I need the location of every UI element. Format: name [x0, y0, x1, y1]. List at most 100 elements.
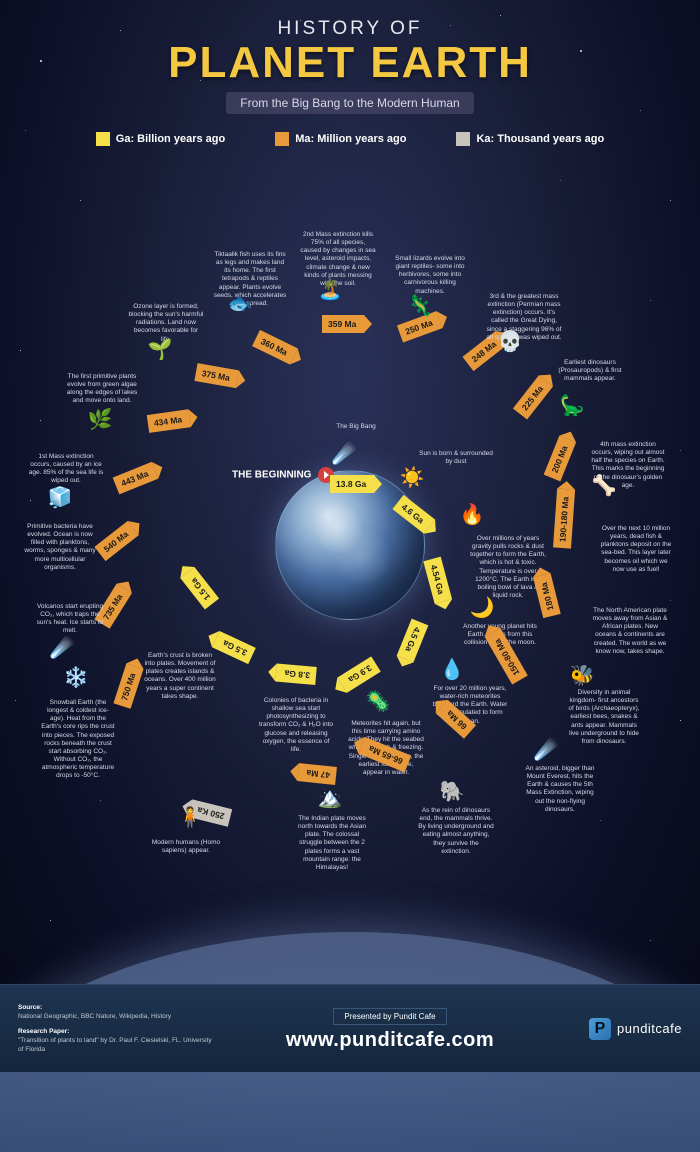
timeline-flag: 3.5 Ga	[212, 631, 255, 664]
timeline-marker: 250 Ma	[397, 326, 403, 343]
legend: Ga: Billion years ago Ma: Million years …	[0, 132, 700, 146]
event-icon: 🐘	[438, 777, 466, 805]
timeline-flag: 540 Ma	[94, 521, 138, 561]
event-icon: 🦎	[406, 291, 434, 319]
timeline-marker: 750 Ma	[113, 703, 130, 709]
timeline-flag: 190-180 Ma	[553, 488, 575, 548]
timeline-flag: 3.8 Ga	[276, 664, 317, 685]
legend-ka-label: Ka: Thousand years ago	[476, 133, 604, 145]
legend-ga-label: Ga: Billion years ago	[116, 133, 225, 145]
event-description: Volcanos start erupting CO₂, which traps…	[32, 603, 108, 636]
event-description: Over the next 10 million years, dead fis…	[598, 525, 674, 574]
event-icon: ☄️	[532, 735, 560, 763]
timeline-marker: 180 Ma	[543, 614, 560, 618]
title-top: HISTORY OF	[0, 18, 700, 40]
legend-ga: Ga: Billion years ago	[96, 132, 225, 146]
event-description: 1st Mass extinction occurs, caused by an…	[28, 453, 104, 486]
timeline-marker: 250 Ka	[228, 809, 232, 826]
event-icon: ☄️	[48, 633, 76, 661]
event-icon: 🦴	[590, 471, 618, 499]
event-description: The North American plate moves away from…	[592, 607, 668, 656]
event-icon: 🌿	[86, 405, 114, 433]
event-icon: 🏔️	[316, 783, 344, 811]
event-icon: 💧	[438, 655, 466, 683]
event-icon: 🧊	[46, 483, 74, 511]
beginning-text: THE BEGINNING	[232, 470, 311, 481]
event-description: Earth's crust is broken into plates. Mov…	[142, 652, 218, 701]
event-description: The Indian plate moves north towards the…	[294, 815, 370, 872]
event-description: As the rein of dinosaurs end, the mammal…	[418, 807, 494, 856]
event-icon: 🔥	[458, 500, 486, 528]
timeline-flag: 360 Ma	[252, 330, 298, 365]
title-main: PLANET EARTH	[0, 38, 700, 88]
timeline-flag: 13.8 Ga	[330, 475, 374, 493]
beginning-label: THE BEGINNING	[232, 467, 334, 483]
event-description: Modern humans (Homo sapiens) appear.	[148, 839, 224, 855]
source-text: National Geographic, BBC Nature, Wikiped…	[18, 1012, 218, 1021]
event-description: Primitive bacteria have evolved. Ocean i…	[22, 523, 98, 572]
event-description: The Big Bang	[318, 423, 394, 431]
timeline-flag: 375 Ma	[194, 363, 239, 388]
spiral-timeline: THE BEGINNING 13.8 GaThe Big Bang☄️4.6 G…	[0, 195, 700, 895]
timeline-marker: 434 Ma	[147, 415, 150, 433]
event-icon: 🦠	[364, 687, 392, 715]
event-icon: 🦕	[558, 391, 586, 419]
event-icon: 💀	[496, 327, 524, 355]
logo: P punditcafe	[589, 1018, 682, 1040]
timeline-marker: 375 Ma	[194, 363, 197, 381]
event-description: Sun is born & surrounded by dust	[418, 450, 494, 466]
legend-ma-label: Ma: Million years ago	[295, 133, 406, 145]
timeline-marker: 3.5 Ga	[248, 648, 256, 664]
event-icon: 🌱	[146, 335, 174, 363]
timeline-flag: 200 Ma	[544, 435, 577, 481]
legend-ka: Ka: Thousand years ago	[456, 132, 604, 146]
presented-by: Presented by Pundit Cafe	[333, 1008, 446, 1025]
event-icon: 🧍	[176, 803, 204, 831]
event-description: The first primitive plants evolve from g…	[64, 373, 140, 406]
timeline-marker: 190-180 Ma	[553, 547, 571, 548]
timeline-flag: 443 Ma	[113, 462, 159, 495]
timeline-flag: 1.5 Ga	[181, 567, 220, 609]
timeline-marker: 4.5 Ga	[412, 619, 429, 626]
timeline-marker: 3.9 Ga	[371, 656, 381, 671]
footer-sources: Source: National Geographic, BBC Nature,…	[18, 1003, 218, 1054]
timeline-flag: 4.54 Ga	[423, 557, 452, 604]
timeline-flag: 4.5 Ga	[397, 619, 428, 662]
timeline-flag: 434 Ma	[147, 409, 191, 433]
timeline-marker: 1.5 Ga	[205, 598, 219, 609]
event-icon: 🏝️	[316, 275, 344, 303]
timeline-marker: 225 Ma	[513, 408, 527, 419]
timeline-flag: 180 Ma	[533, 573, 561, 618]
event-icon: ❄️	[62, 663, 90, 691]
event-icon: 🐟	[226, 289, 254, 317]
event-icon: ☄️	[330, 439, 358, 467]
timeline-flag: 750 Ma	[113, 663, 143, 709]
subtitle: From the Big Bang to the Modern Human	[226, 92, 473, 114]
event-description: Colonies of bacteria in shallow sea star…	[258, 697, 334, 754]
event-description: An asteroid, bigger than Mount Everest, …	[522, 765, 598, 814]
event-icon: ☀️	[398, 463, 426, 491]
footer-url: www.punditcafe.com	[218, 1029, 562, 1052]
timeline-flag: 225 Ma	[513, 375, 553, 419]
legend-ma: Ma: Million years ago	[275, 132, 406, 146]
swatch-ma	[275, 132, 289, 146]
timeline-marker: 4.54 Ga	[423, 557, 440, 562]
event-icon: 🐝	[568, 661, 596, 689]
event-icon: 🌙	[468, 593, 496, 621]
swatch-ga	[96, 132, 110, 146]
event-description: Small lizards evolve into giant reptiles…	[392, 255, 468, 296]
timeline-marker: 443 Ma	[113, 478, 120, 495]
timeline-marker: 3.8 Ga	[315, 667, 317, 685]
logo-badge-icon: P	[589, 1018, 611, 1040]
source-header: Source:	[18, 1003, 218, 1012]
event-description: Diversity in animal kingdom- first ances…	[566, 689, 642, 746]
footer: Source: National Geographic, BBC Nature,…	[0, 984, 700, 1072]
paper-header: Research Paper:	[18, 1027, 218, 1036]
event-description: Snowball Earth (the longest & coldest ic…	[40, 699, 116, 780]
timeline-marker: 66 Ma	[464, 725, 476, 738]
swatch-ka	[456, 132, 470, 146]
event-description: Earliest dinosaurs (Prosauropods) & firs…	[552, 359, 628, 383]
paper-text: "Transition of plants to land" by Dr. Pa…	[18, 1036, 218, 1054]
logo-text: punditcafe	[617, 1021, 682, 1036]
timeline-flag: 359 Ma	[322, 315, 364, 333]
